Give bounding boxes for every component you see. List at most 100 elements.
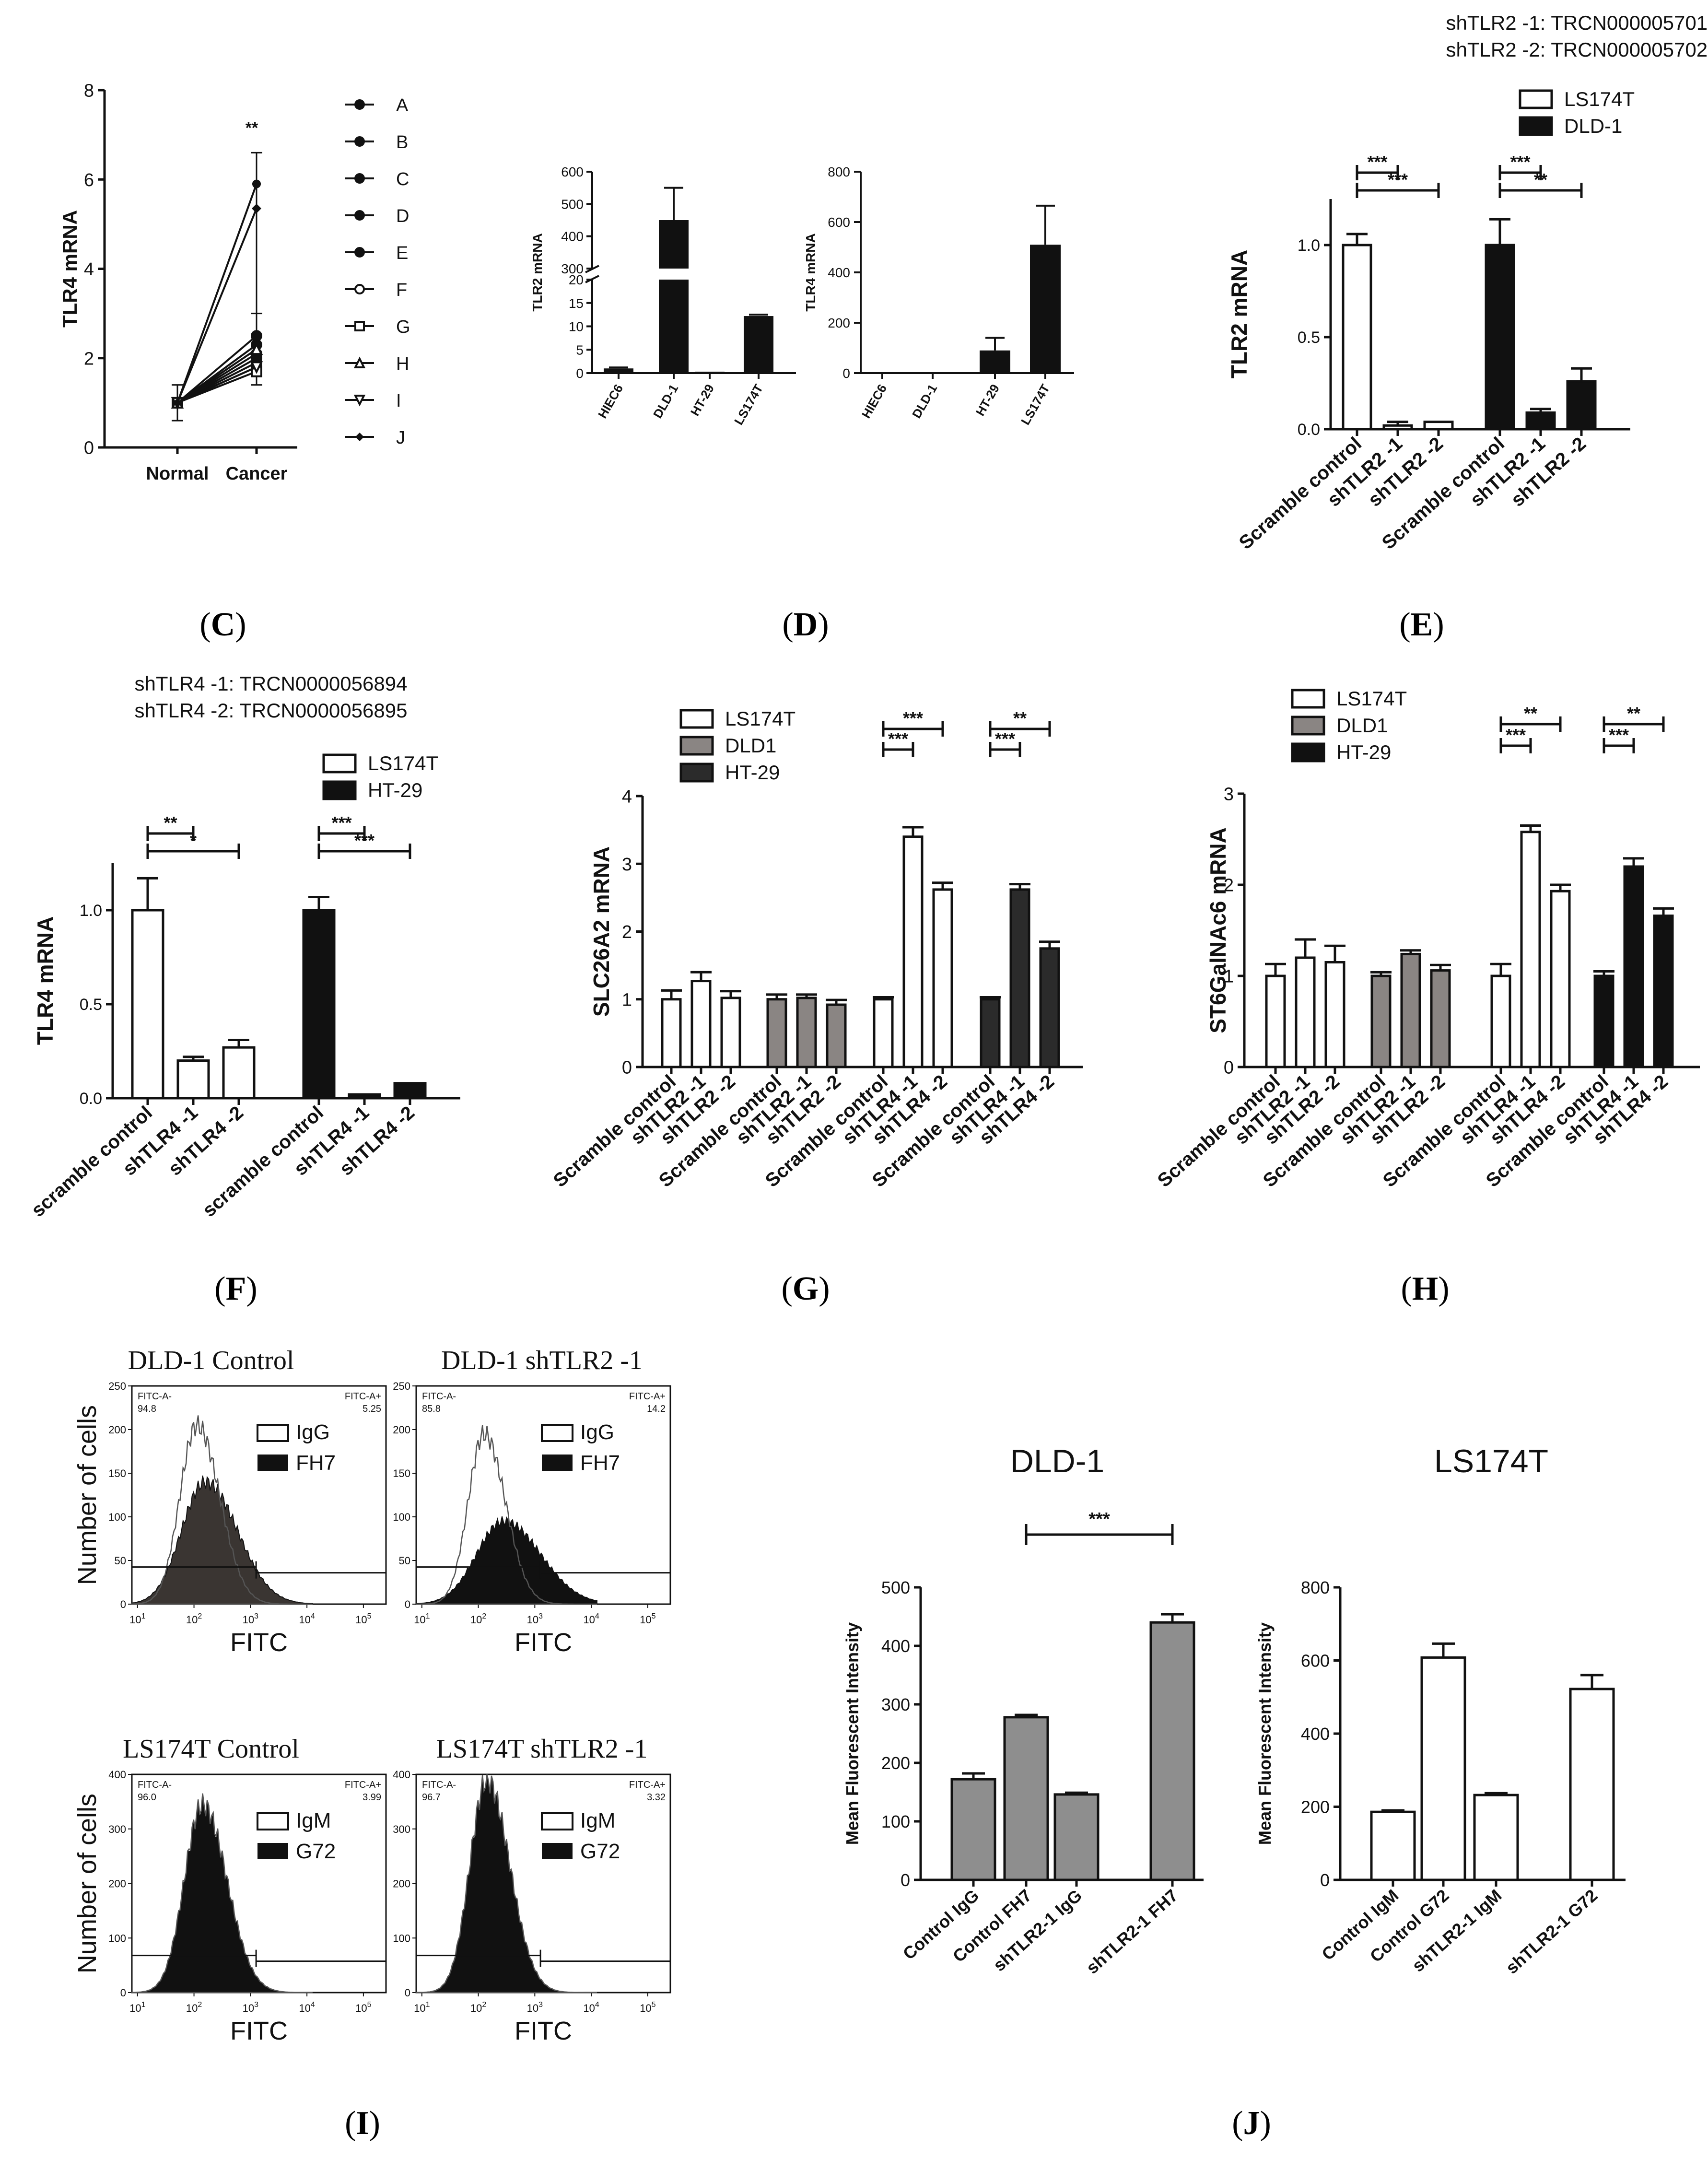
significance-label: ** xyxy=(246,119,258,137)
x-tick-label: HIEC6 xyxy=(595,382,626,421)
histogram-4: LS174T shTLR2 -1 0 100 200 300 400 101 102 103 10… xyxy=(393,1734,671,2045)
y-tick-label: 0 xyxy=(1224,1058,1234,1078)
legend-label: IgG xyxy=(580,1420,614,1444)
y-tick-label: 200 xyxy=(393,1424,410,1436)
x-tick-label: 105 xyxy=(355,1612,371,1626)
panel-label-C: (C) xyxy=(199,606,246,643)
x-tick-label: shTLR2-1 IgG xyxy=(989,1885,1086,1975)
legend-label: LS174T xyxy=(1564,88,1635,110)
chart-title: DLD-1 xyxy=(1010,1443,1105,1479)
y-tick-label: 15 xyxy=(569,296,584,311)
series-line xyxy=(176,208,257,403)
y-tick-label: 800 xyxy=(1301,1578,1330,1597)
legend-label: B xyxy=(396,132,408,153)
significance-label: *** xyxy=(331,813,351,833)
y-tick-label: 100 xyxy=(108,1511,126,1523)
y-tick-label: 250 xyxy=(108,1380,126,1392)
panel-label-J: (J) xyxy=(1232,2105,1271,2142)
legend-swatch xyxy=(257,1424,289,1442)
legend-swatch xyxy=(679,709,714,729)
gate-label: FITC-A+ xyxy=(629,1391,666,1402)
x-tick-label: 101 xyxy=(414,2001,430,2014)
series-line xyxy=(176,348,257,404)
y-tick-label: 1 xyxy=(622,990,632,1010)
gate-value: 5.25 xyxy=(363,1404,381,1414)
bar-DLD-1 xyxy=(659,280,689,373)
gate-value: 3.99 xyxy=(363,1792,381,1803)
y-tick-label: 400 xyxy=(881,1636,910,1656)
x-tick-label: 103 xyxy=(527,1612,543,1626)
significance-label: ** xyxy=(164,813,177,833)
legend-swatch xyxy=(542,1455,573,1471)
bar-shTLR2-1 FH7 xyxy=(1149,1621,1195,1881)
chart-J-left: 0 100 200 300 400 500 DLD-1 Mean Fluorescent In… xyxy=(842,1443,1204,1978)
bar-Scramble control xyxy=(1370,974,1392,1068)
significance-label: ** xyxy=(1534,170,1547,189)
legend-label: HT-29 xyxy=(725,761,780,784)
y-tick-label: 500 xyxy=(881,1578,910,1597)
marker xyxy=(354,136,365,147)
gate-label: FITC-A+ xyxy=(629,1780,666,1790)
y-tick-label: 0 xyxy=(120,1598,126,1610)
y-tick-label: 300 xyxy=(881,1695,910,1714)
y-tick-label: 300 xyxy=(108,1823,126,1835)
x-tick-label: Normal xyxy=(146,464,209,484)
marker xyxy=(354,99,365,110)
significance-label: *** xyxy=(1367,152,1387,172)
legend-label: HT-29 xyxy=(1336,741,1391,763)
legend-label: LS174T xyxy=(725,707,796,730)
bar-Scramble control xyxy=(661,998,682,1068)
y-tick-label: 3 xyxy=(622,855,632,875)
legend-swatch xyxy=(322,780,357,800)
bar-shTLR2 -2 xyxy=(1566,380,1597,431)
legend-label: J xyxy=(396,428,405,448)
significance-label: *** xyxy=(903,708,923,728)
marker xyxy=(251,330,262,342)
bar-shTLR2 -2 xyxy=(1324,961,1345,1068)
bar-shTLR4 -1 xyxy=(902,835,924,1068)
bar-shTLR2-1 IgG xyxy=(1053,1793,1100,1881)
legend-label: D xyxy=(396,206,409,226)
chart-title: shTLR2 -1: TRCN0000057019 xyxy=(1446,12,1708,34)
marker xyxy=(354,247,365,258)
legend-label: G72 xyxy=(296,1840,336,1863)
x-tick-label: 101 xyxy=(129,2001,145,2014)
legend-swatch xyxy=(541,1812,573,1830)
y-tick-label: 2 xyxy=(622,922,632,942)
x-tick-label: 102 xyxy=(470,1612,486,1626)
y-tick-label: 500 xyxy=(561,197,584,211)
legend-label: IgM xyxy=(296,1809,331,1832)
y-tick-label: 0 xyxy=(405,1598,410,1610)
chart-H: 0 1 2 3 ST6GalNAc6 mRNA LS174T DLD1 HT-29 Scramb… xyxy=(1154,687,1700,1191)
legend-label: H xyxy=(396,354,409,374)
bar-shTLR2 -1 xyxy=(1400,952,1421,1068)
histogram-title: LS174T Control xyxy=(123,1734,299,1764)
x-tick-label: 104 xyxy=(583,1612,599,1626)
chart-title: shTLR2 -2: TRCN0000057021 xyxy=(1446,38,1708,61)
bar-shTLR2 -1 xyxy=(1295,956,1316,1068)
bar-Scramble control xyxy=(1485,244,1515,431)
panel-label-G: (G) xyxy=(781,1270,830,1307)
histogram-1: DLD-1 Control 0 50 100 150 200 250 101 102 103 104… xyxy=(73,1346,387,1657)
chart-title: shTLR4 -1: TRCN0000056894 xyxy=(135,672,408,695)
y-tick-label: 1.0 xyxy=(1298,236,1320,255)
histogram-title: LS174T shTLR2 -1 xyxy=(436,1734,648,1764)
significance-label: *** xyxy=(354,831,374,850)
legend-label: DLD1 xyxy=(725,734,776,757)
panel-label-I: (I) xyxy=(345,2105,380,2142)
x-tick-label: 103 xyxy=(527,2001,543,2014)
histogram-filled xyxy=(131,1475,313,1605)
legend-swatch xyxy=(1291,716,1325,736)
y-tick-label: 100 xyxy=(881,1812,910,1831)
bar-DLD-1 xyxy=(917,372,948,373)
y-axis-title: TLR2 mRNA xyxy=(1227,250,1252,378)
y-tick-label: 100 xyxy=(393,1511,410,1523)
gate-value: 96.0 xyxy=(138,1792,156,1803)
legend-swatch xyxy=(679,736,714,756)
x-tick-label: 102 xyxy=(186,1612,202,1626)
y-tick-label: 5 xyxy=(576,342,584,357)
histogram-filled xyxy=(416,1516,597,1605)
x-tick-label: HT-29 xyxy=(688,382,717,418)
legend-swatch xyxy=(257,1843,288,1859)
y-tick-label: 0 xyxy=(1320,1870,1330,1890)
